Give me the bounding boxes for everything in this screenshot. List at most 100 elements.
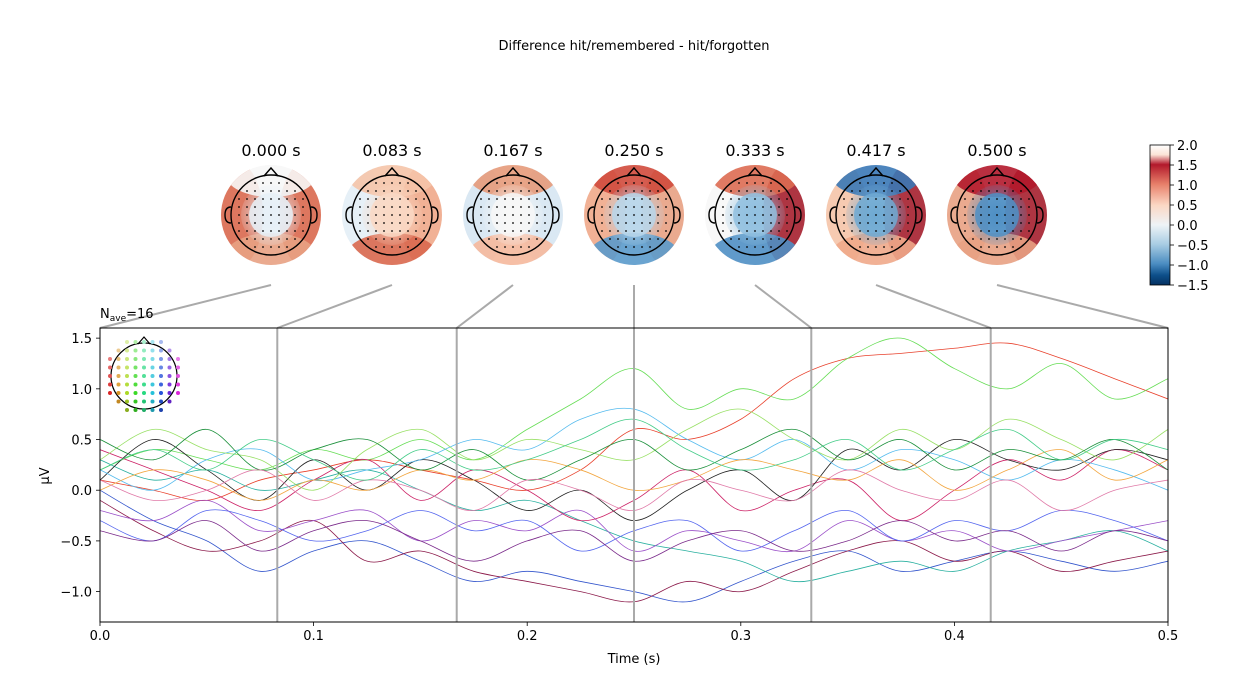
sensor-dot (867, 238, 869, 240)
y-tick-label: 1.0 (71, 383, 92, 398)
sensor-dot (544, 222, 546, 224)
sensor-dot (536, 238, 538, 240)
inset-sensor-dot (125, 374, 129, 378)
sensor-dot (730, 206, 732, 208)
sensor-dot (480, 198, 482, 200)
sensor-dot (504, 238, 506, 240)
inset-sensor-dot (176, 357, 180, 361)
sensor-dot (286, 182, 288, 184)
sensor-dot (399, 238, 401, 240)
inset-sensor-dot (159, 340, 163, 344)
sensor-dot (633, 198, 635, 200)
sensor-dot (657, 230, 659, 232)
sensor-dot (536, 214, 538, 216)
sensor-dot (980, 246, 982, 248)
sensor-dot (883, 206, 885, 208)
sensor-dot (528, 238, 530, 240)
inset-sensor-dot (133, 408, 138, 412)
colorbar-tick-label: −0.5 (1177, 239, 1209, 254)
sensor-dot (738, 190, 740, 192)
sensor-dot (851, 190, 853, 192)
sensor-dot (520, 182, 522, 184)
x-tick-label: 0.3 (730, 629, 751, 644)
sensor-dot (988, 206, 990, 208)
sensor-dot (238, 230, 240, 232)
sensor-dot (746, 214, 748, 216)
sensor-dot (746, 182, 748, 184)
inset-sensor-dot (142, 340, 146, 344)
sensor-dot (891, 214, 893, 216)
sensor-dot (980, 198, 982, 200)
sensor-dot (738, 198, 740, 200)
sensor-dot (399, 198, 401, 200)
topomap: 0.000 s (221, 141, 321, 265)
inset-nose-icon (137, 336, 151, 345)
sensor-dot (1004, 198, 1006, 200)
sensor-dot (262, 190, 264, 192)
sensor-dot (625, 246, 627, 248)
topomap-time-label: 0.000 s (241, 141, 300, 160)
sensor-dot (294, 230, 296, 232)
sensor-dot (407, 214, 409, 216)
channel-trace (100, 439, 1168, 522)
inset-sensor-dot (133, 340, 138, 344)
sensor-dot (786, 206, 788, 208)
sensor-dot (278, 206, 280, 208)
head-outline (230, 174, 312, 256)
sensor-dot (1004, 206, 1006, 208)
sensor-dot (512, 206, 514, 208)
sensor-dot (980, 182, 982, 184)
sensor-dot (770, 198, 772, 200)
sensor-dot (294, 238, 296, 240)
sensor-dot (891, 206, 893, 208)
sensor-dot (649, 206, 651, 208)
sensor-dot (480, 222, 482, 224)
sensor-dot (730, 214, 732, 216)
sensor-dot (641, 214, 643, 216)
sensor-dot (649, 230, 651, 232)
sensor-dot (254, 230, 256, 232)
sensor-dot (294, 198, 296, 200)
sensor-dot (609, 214, 611, 216)
sensor-dot (520, 190, 522, 192)
sensor-dot (649, 190, 651, 192)
sensor-dot (512, 198, 514, 200)
sensor-dot (762, 246, 764, 248)
left-ear-icon (466, 206, 474, 224)
inset-sensor-dot (133, 399, 138, 404)
sensor-dot (415, 190, 417, 192)
topomap-time-label: 0.167 s (483, 141, 542, 160)
sensor-dot (367, 214, 369, 216)
sensor-dot (988, 230, 990, 232)
sensor-dot (633, 230, 635, 232)
inset-sensor-dot (125, 382, 129, 387)
sensor-dot (1020, 198, 1022, 200)
sensor-dot (528, 230, 530, 232)
sensor-dot (770, 222, 772, 224)
inset-sensor-dot (159, 348, 163, 353)
sensor-dot (246, 238, 248, 240)
sensor-dot (762, 230, 764, 232)
sensor-dot (375, 190, 377, 192)
sensor-dot (367, 238, 369, 240)
sensor-dot (754, 246, 756, 248)
y-axis-ticks: 1.5 1.0 0.5 0.0 −0.5 −1.0 (60, 332, 100, 601)
sensor-dot (762, 222, 764, 224)
sensor-dot (899, 214, 901, 216)
sensor-dot (262, 230, 264, 232)
sensor-dot (238, 222, 240, 224)
head-outline (956, 174, 1038, 256)
sensor-dot (302, 222, 304, 224)
sensor-dot (875, 246, 877, 248)
sensor-dot (875, 238, 877, 240)
sensor-dot (641, 190, 643, 192)
sensor-dot (859, 214, 861, 216)
butterfly-plot: 0.0 0.1 0.2 0.3 0.4 0.5 1.51.00.50.0−0.5−1.0 … (38, 307, 1178, 667)
sensor-dot (633, 182, 635, 184)
right-ear-icon (1036, 206, 1044, 224)
sensor-dot (294, 214, 296, 216)
sensor-dot (746, 206, 748, 208)
sensor-dot (391, 230, 393, 232)
sensor-dot (391, 222, 393, 224)
